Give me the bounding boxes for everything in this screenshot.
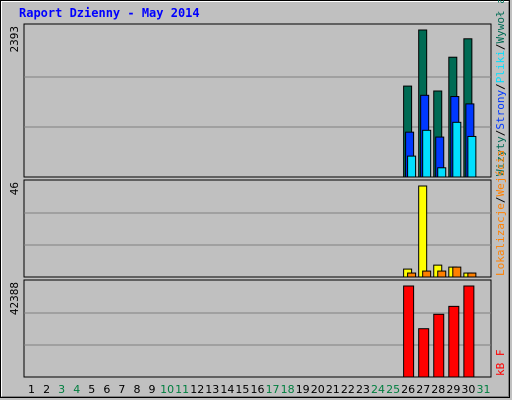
- x-tick-label: 10: [160, 383, 174, 396]
- x-tick-label: 6: [103, 383, 110, 396]
- x-tick-label: 11: [175, 383, 189, 396]
- y-tick-labels: 2393 46 42388: [8, 26, 21, 315]
- y-tick-label-2: 46: [8, 182, 21, 195]
- right-label-top-part: /: [494, 83, 507, 90]
- y-tick-label-1: 2393: [8, 26, 21, 53]
- x-tick-label: 31: [476, 383, 490, 396]
- x-tick-label: 19: [296, 383, 310, 396]
- bar-kb-f-day-29: [448, 305, 460, 378]
- bar-kb-f-day-27: [418, 328, 430, 378]
- bar-pliki-day-30: [467, 135, 477, 178]
- x-tick-label: 25: [386, 383, 400, 396]
- right-label-top: Wizyty/Strony/Pliki/Wywoł ania: [494, 0, 507, 176]
- bar-wej-cia-day-28: [437, 270, 447, 278]
- right-label-top-part: /: [494, 44, 507, 51]
- bar-kb-f-day-28: [433, 313, 445, 378]
- bar-pliki-day-29: [452, 121, 462, 178]
- right-label-middle-part: Wejścia: [494, 150, 507, 196]
- right-label-bottom-part: kB F: [494, 350, 507, 377]
- x-tick-label: 7: [118, 383, 125, 396]
- x-tick-label: 17: [266, 383, 280, 396]
- bar-wej-cia-day-29: [452, 266, 462, 278]
- x-tick-label: 28: [431, 383, 445, 396]
- bar-wej-cia-day-30: [467, 272, 477, 278]
- bar-pliki-day-27: [422, 129, 432, 178]
- right-label-middle: Lokalizacje/Wejścia: [494, 150, 507, 276]
- x-tick-label: 18: [281, 383, 295, 396]
- bar-pliki-day-26: [407, 155, 417, 178]
- x-tick-label: 9: [149, 383, 156, 396]
- bar-lokalizacje-day-27: [418, 185, 428, 278]
- x-tick-label: 23: [356, 383, 370, 396]
- chart-title: Raport Dzienny - May 2014: [19, 6, 200, 20]
- bar-kb-f-day-26: [403, 285, 415, 378]
- right-series-labels: Wizyty/Strony/Pliki/Wywoł aniaLokalizacj…: [494, 0, 507, 376]
- bar-wej-cia-day-26: [407, 272, 417, 278]
- x-tick-label: 27: [416, 383, 430, 396]
- x-tick-label: 29: [446, 383, 460, 396]
- x-tick-label: 12: [190, 383, 204, 396]
- x-tick-label: 26: [401, 383, 415, 396]
- x-tick-labels: 1 2 3 4 5 6 7 8 9 10 11 12 13 14 15 16 17 18 19 20 21 22 23 24 2…: [28, 383, 490, 396]
- x-tick-label: 22: [341, 383, 355, 396]
- x-tick-label: 1: [28, 383, 35, 396]
- panel-2: [23, 179, 492, 278]
- right-label-middle-part: Lokalizacje: [494, 203, 507, 276]
- x-tick-label: 20: [311, 383, 325, 396]
- right-label-middle-part: /: [494, 197, 507, 204]
- bar-pliki-day-28: [437, 167, 447, 178]
- x-tick-label: 30: [461, 383, 475, 396]
- x-tick-label: 14: [220, 383, 234, 396]
- right-label-bottom: kB F: [494, 350, 507, 377]
- x-tick-label: 13: [205, 383, 219, 396]
- right-label-top-part: Pliki: [494, 50, 507, 83]
- bars: [403, 29, 477, 378]
- x-tick-label: 8: [133, 383, 140, 396]
- right-label-top-part: /: [494, 130, 507, 137]
- x-tick-label: 5: [88, 383, 95, 396]
- right-label-top-part: Wywoł ania: [494, 0, 507, 44]
- bar-wej-cia-day-27: [422, 270, 432, 278]
- x-tick-label: 16: [251, 383, 265, 396]
- x-tick-label: 24: [371, 383, 385, 396]
- y-tick-label-3: 42388: [8, 282, 21, 315]
- x-tick-label: 3: [58, 383, 65, 396]
- bar-kb-f-day-30: [463, 285, 475, 378]
- right-label-top-part: Strony: [494, 90, 507, 130]
- right-label-top-part: Wizyty: [494, 136, 507, 176]
- x-tick-label: 21: [326, 383, 340, 396]
- x-tick-label: 15: [235, 383, 249, 396]
- x-tick-label: 2: [43, 383, 50, 396]
- x-tick-label: 4: [73, 383, 80, 396]
